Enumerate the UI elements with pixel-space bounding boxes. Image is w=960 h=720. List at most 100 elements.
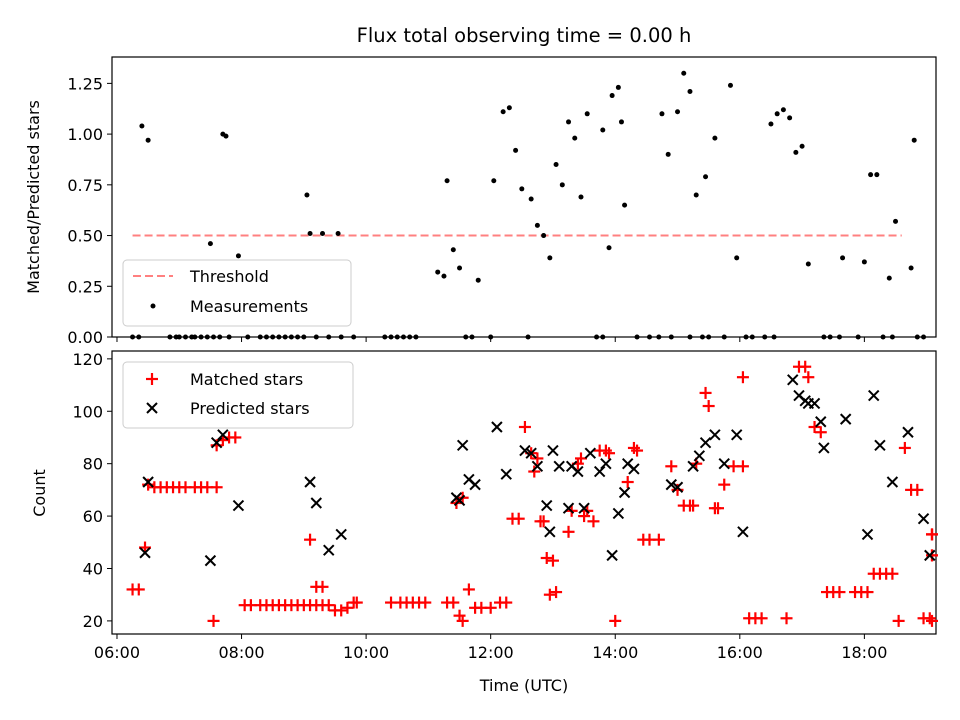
matched-star-point	[799, 360, 812, 373]
measurement-point	[553, 162, 559, 168]
predicted-star-point	[593, 465, 606, 478]
matched-star-point	[861, 586, 874, 599]
predicted-star-point	[217, 429, 229, 441]
measurement-point	[665, 151, 671, 157]
matched-star-point	[926, 549, 938, 562]
measurement-point	[534, 222, 540, 228]
bottom-y-tick-label: 20	[83, 612, 103, 631]
measurement-point	[223, 133, 229, 139]
measurement-point	[211, 334, 217, 340]
measurement-point	[382, 334, 388, 340]
top-y-tick-label: 0.00	[67, 328, 103, 347]
predicted-star-point	[544, 526, 556, 538]
measurement-point	[475, 277, 481, 283]
legend-predicted-swatch	[146, 402, 158, 414]
measurement-point	[528, 196, 534, 202]
matched-star-point	[512, 512, 525, 525]
bottom-legend-box	[122, 361, 354, 429]
measurement-point	[525, 334, 531, 340]
measurement-point	[889, 334, 895, 340]
matched-star-point	[814, 426, 827, 439]
measurement-point	[693, 192, 699, 198]
measurement-point	[659, 111, 665, 117]
measurement-point	[734, 255, 740, 261]
predicted-star-point	[541, 499, 553, 512]
measurement-point	[450, 247, 456, 253]
matched-star-point	[603, 447, 616, 460]
measurement-point	[441, 273, 447, 279]
measurement-point	[805, 261, 811, 267]
x-tick-label: 06:00	[94, 643, 140, 662]
measurement-point	[712, 135, 718, 141]
matched-star-point	[631, 444, 644, 457]
predicted-star-point	[600, 457, 612, 470]
matched-star-point	[712, 502, 725, 515]
predicted-star-point	[553, 460, 565, 473]
measurement-point	[618, 119, 624, 125]
measurement-point	[541, 233, 547, 239]
predicted-star-point	[531, 460, 544, 473]
measurement-point	[687, 334, 693, 340]
measurement-point	[880, 334, 886, 340]
predicted-star-point	[902, 426, 914, 438]
x-tick-label: 18:00	[841, 643, 887, 662]
predicted-star-point	[519, 444, 531, 457]
measurement-point	[192, 334, 198, 340]
legend-measurements-label: Measurements	[190, 297, 308, 316]
predicted-star-point	[232, 499, 245, 512]
measurement-point	[176, 334, 182, 340]
predicted-star-point	[612, 507, 625, 520]
predicted-star-point	[469, 478, 481, 491]
measurement-point	[622, 202, 628, 208]
predicted-star-point	[868, 389, 880, 402]
measurement-point	[413, 334, 419, 340]
matched-star-point	[419, 596, 432, 609]
predicted-star-point	[665, 478, 678, 491]
predicted-star-point	[335, 528, 347, 541]
x-axis-title: Time (UTC)	[479, 676, 568, 695]
measurement-point	[351, 334, 357, 340]
matched-star-point	[833, 586, 846, 599]
matched-star-point	[898, 441, 911, 454]
measurement-point	[388, 334, 394, 340]
top-y-tick-label: 0.75	[67, 176, 103, 195]
measurements-points	[130, 70, 927, 340]
measurement-point	[270, 334, 276, 340]
measurement-point	[313, 334, 319, 340]
measurement-point	[836, 334, 842, 340]
measurement-point	[263, 334, 269, 340]
x-tick-label: 08:00	[218, 643, 264, 662]
bottom-y-tick-label: 120	[72, 350, 103, 369]
top-y-tick-label: 1.00	[67, 125, 103, 144]
top-y-tick-label: 0.25	[67, 277, 103, 296]
measurement-point	[821, 334, 827, 340]
matched-star-point	[802, 371, 815, 384]
measurement-point	[780, 107, 786, 113]
predicted-star-point	[562, 502, 575, 514]
measurement-point	[771, 334, 777, 340]
measurement-point	[646, 334, 652, 340]
measurement-point	[335, 231, 341, 237]
predicted-star-point	[815, 416, 827, 428]
bottom-y-tick-label: 40	[83, 559, 103, 578]
predicted-star-point	[618, 486, 631, 499]
legend-threshold-label: Threshold	[189, 267, 269, 286]
measurement-point	[136, 334, 142, 340]
matched-star-point	[528, 465, 541, 478]
measurement-point	[407, 334, 413, 340]
matched-star-point	[718, 478, 731, 491]
measurement-point	[245, 334, 251, 340]
x-tick-label: 12:00	[468, 643, 514, 662]
predicted-star-point	[491, 421, 503, 433]
measurement-point	[600, 127, 606, 133]
top-panel: 0.00 0.25 0.50 0.75 1.00 1.25 Matched/Predict…	[24, 56, 937, 347]
bottom-y-tick-label: 60	[83, 507, 103, 526]
measurement-point	[400, 334, 406, 340]
matched-star-point	[304, 533, 317, 546]
measurement-point	[893, 218, 899, 224]
measurement-point	[656, 334, 662, 340]
matched-star-point	[736, 460, 749, 473]
measurement-point	[799, 143, 805, 149]
matched-star-point	[531, 452, 544, 465]
